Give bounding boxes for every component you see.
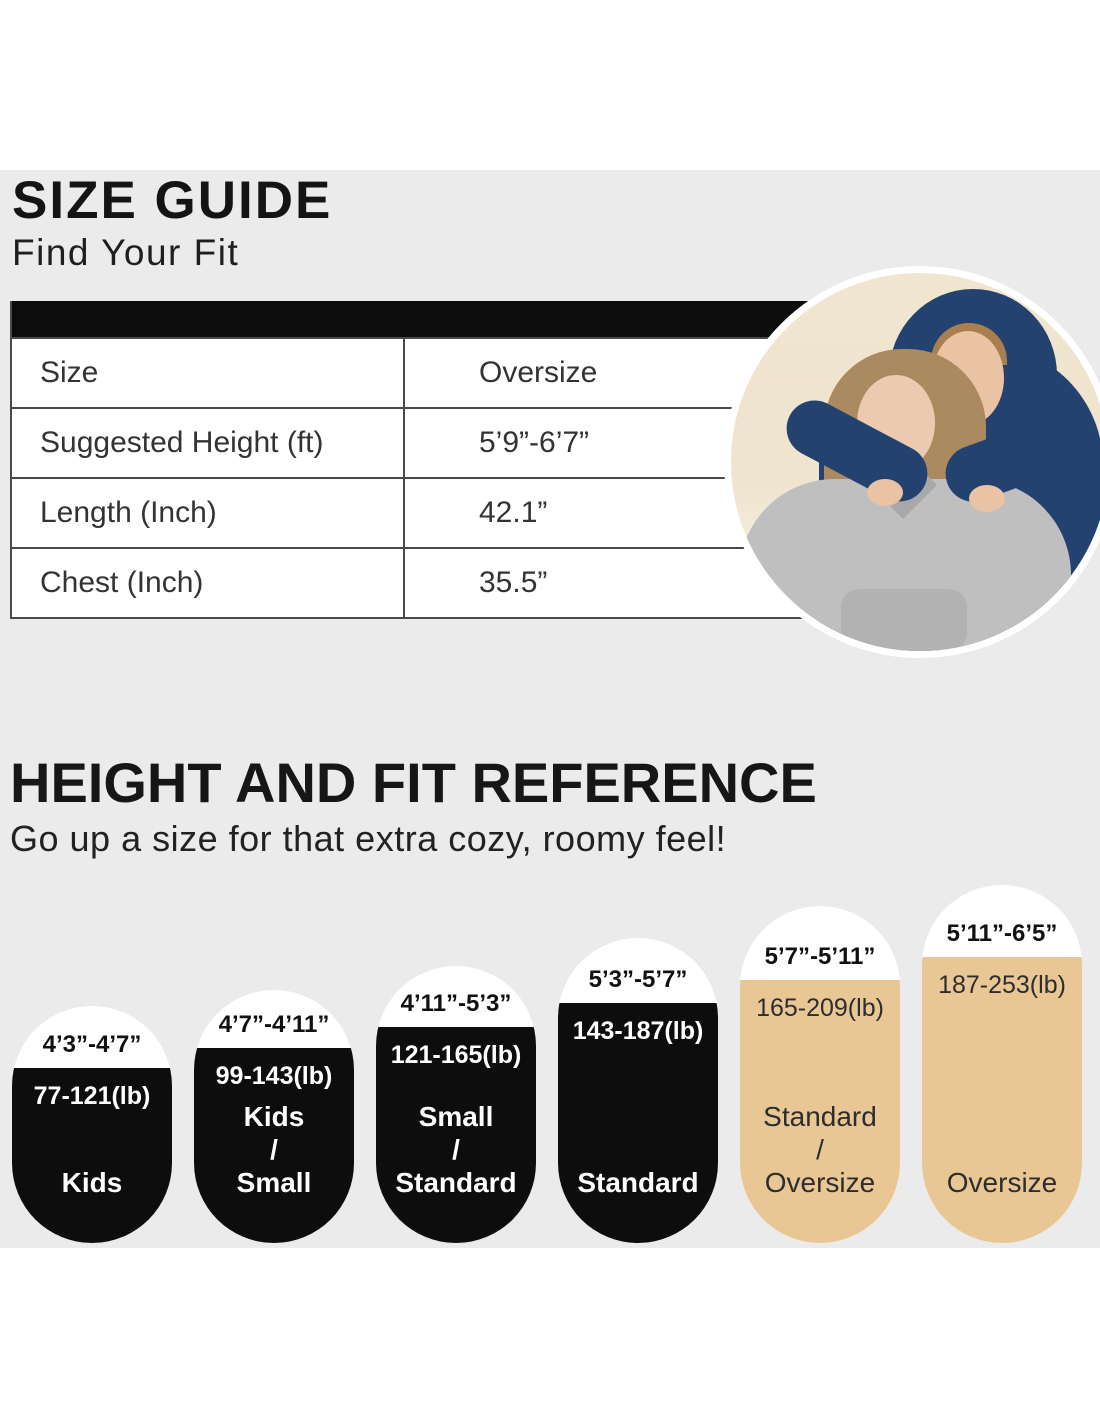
couple-photo — [724, 266, 1100, 658]
man-hand-left — [867, 479, 903, 506]
table-row: Length (Inch) 42.1” — [12, 477, 860, 547]
pill-weight-range: 165-209(lb) — [756, 994, 884, 1022]
pill-size-label: Small / Standard — [395, 1100, 517, 1198]
pill-height-range: 4’11”-5’3” — [400, 990, 512, 1017]
pill-weight-range: 77-121(lb) — [33, 1082, 151, 1110]
man-hand-right — [969, 485, 1005, 512]
pill-height-range: 4’3”-4’7” — [42, 1031, 142, 1058]
size-pill-oversize: 5’11”-6’5” 187-253(lb) Oversize — [922, 885, 1082, 1243]
pill-body: 99-143(lb) Kids / Small — [194, 1048, 354, 1243]
pill-height-range: 5’11”-6’5” — [946, 920, 1058, 947]
size-guide-title: SIZE GUIDE — [12, 171, 333, 230]
size-table: Size Oversize Suggested Height (ft) 5’9”… — [10, 301, 860, 619]
woman-hoodie-pocket — [841, 589, 967, 651]
pill-size-label: Kids / Small — [236, 1100, 312, 1198]
table-row: Suggested Height (ft) 5’9”-6’7” — [12, 407, 860, 477]
row-value: 42.1” — [479, 496, 548, 529]
pill-size-label: Standard / Oversize — [763, 1100, 877, 1198]
pill-weight-range: 121-165(lb) — [390, 1041, 522, 1069]
pill-height-range: 5’7”-5’11” — [764, 943, 876, 970]
table-row: Size Oversize — [12, 337, 860, 407]
row-label: Chest (Inch) — [12, 549, 405, 617]
row-label: Size — [12, 339, 405, 407]
pill-body: 187-253(lb) Oversize — [922, 957, 1082, 1243]
row-value: 5’9”-6’7” — [479, 426, 590, 459]
row-value: 35.5” — [479, 566, 548, 599]
pill-weight-range: 187-253(lb) — [938, 971, 1066, 999]
size-pill-kids-small: 4’7”-4’11” 99-143(lb) Kids / Small — [194, 990, 354, 1243]
size-table-header-bar — [12, 301, 860, 337]
pill-body: 77-121(lb) Kids — [12, 1068, 172, 1243]
row-value: Oversize — [479, 356, 598, 389]
pill-body: 143-187(lb) Standard — [558, 1003, 718, 1243]
size-pill-standard: 5’3”-5’7” 143-187(lb) Standard — [558, 938, 718, 1243]
fit-reference-title: HEIGHT AND FIT REFERENCE — [10, 751, 817, 814]
row-label: Suggested Height (ft) — [12, 409, 405, 477]
pill-size-label: Standard — [577, 1166, 699, 1198]
pill-size-label: Kids — [61, 1166, 123, 1198]
pill-size-label: Oversize — [946, 1166, 1058, 1198]
pill-height-range: 5’3”-5’7” — [588, 966, 688, 993]
size-pill-small-standard: 4’11”-5’3” 121-165(lb) Small / Standard — [376, 966, 536, 1243]
table-row: Chest (Inch) 35.5” — [12, 547, 860, 617]
fit-reference-subtitle: Go up a size for that extra cozy, roomy … — [10, 818, 727, 859]
row-label: Length (Inch) — [12, 479, 405, 547]
pill-weight-range: 99-143(lb) — [215, 1062, 333, 1090]
size-pill-standard-oversize: 5’7”-5’11” 165-209(lb) Standard / Oversi… — [740, 906, 900, 1243]
size-pill-kids: 4’3”-4’7” 77-121(lb) Kids — [12, 1006, 172, 1243]
pill-height-range: 4’7”-4’11” — [218, 1011, 330, 1038]
pill-body: 165-209(lb) Standard / Oversize — [740, 980, 900, 1243]
pill-weight-range: 143-187(lb) — [572, 1017, 704, 1045]
pill-body: 121-165(lb) Small / Standard — [376, 1027, 536, 1243]
size-guide-subtitle: Find Your Fit — [12, 232, 240, 273]
